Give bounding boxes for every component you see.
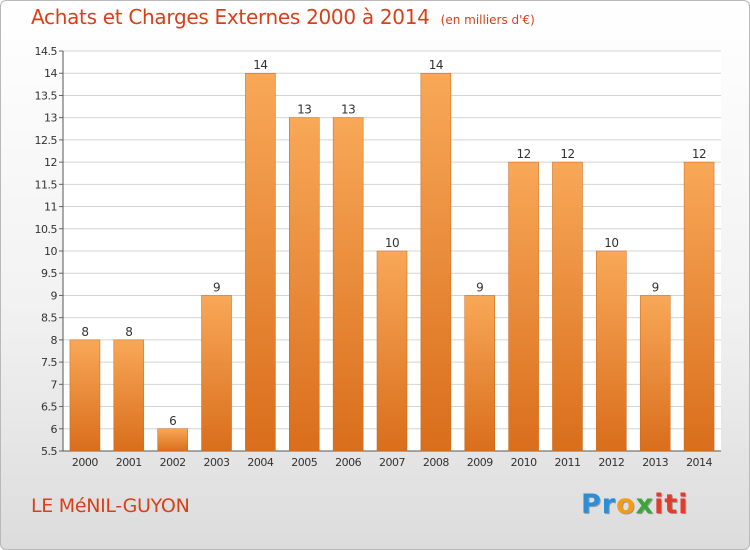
y-tick-label: 12.5	[35, 134, 58, 147]
logo-part: o	[616, 489, 636, 520]
logo-part: x	[635, 489, 655, 520]
x-tick-label: 2011	[554, 456, 580, 469]
y-tick-label: 7	[51, 378, 58, 391]
data-label: 12	[516, 147, 530, 161]
x-tick-label: 2013	[642, 456, 668, 469]
proxiti-logo: Proxiti	[581, 489, 689, 520]
y-tick-label: 13.5	[35, 89, 58, 102]
y-tick-label: 11	[44, 201, 57, 214]
y-tick-label: 11.5	[35, 178, 58, 191]
y-tick-label: 10.5	[35, 223, 58, 236]
bar	[113, 339, 145, 452]
y-tick-label: 10	[44, 245, 57, 258]
x-tick-label: 2005	[291, 456, 317, 469]
data-label: 12	[692, 147, 706, 161]
x-tick-label: 2008	[423, 456, 449, 469]
bar	[683, 161, 715, 452]
x-tick-label: 2009	[467, 456, 493, 469]
data-label: 8	[81, 325, 88, 339]
bar	[245, 72, 276, 452]
x-tick-label: 2004	[247, 456, 273, 469]
y-tick-label: 14	[44, 67, 57, 80]
x-tick-label: 2010	[511, 456, 537, 469]
bar	[157, 428, 188, 452]
x-tick-label: 2000	[72, 456, 98, 469]
data-label: 10	[385, 236, 399, 250]
bar	[376, 250, 408, 452]
y-tick-label: 13	[44, 112, 57, 125]
x-tick-label: 2007	[379, 456, 405, 469]
y-tick-label: 9	[51, 289, 58, 302]
bar	[201, 295, 232, 452]
y-tick-label: 14.5	[35, 45, 58, 58]
bar	[464, 295, 495, 452]
data-label: 14	[429, 58, 443, 72]
y-tick-label: 5.5	[41, 445, 57, 458]
x-tick-label: 2001	[116, 456, 142, 469]
bar	[596, 250, 627, 452]
chart-unit: (en milliers d'€)	[440, 13, 535, 27]
y-tick-label: 8.5	[41, 312, 57, 325]
bar	[552, 161, 583, 452]
bar	[69, 339, 101, 452]
y-tick-label: 6	[51, 423, 58, 436]
chart-title: Achats et Charges Externes 2000 à 2014	[31, 5, 430, 29]
data-label: 13	[297, 103, 311, 117]
logo-part: iti	[654, 489, 689, 520]
logo-part: Pr	[581, 489, 617, 520]
y-tick-label: 7.5	[41, 356, 57, 369]
data-label: 8	[125, 325, 132, 339]
data-label: 12	[560, 147, 574, 161]
chart-header: Achats et Charges Externes 2000 à 2014 (…	[31, 5, 535, 29]
bar	[420, 72, 452, 452]
data-label: 6	[169, 414, 176, 428]
x-tick-label: 2002	[160, 456, 186, 469]
y-tick-label: 9.5	[41, 267, 57, 280]
y-tick-label: 8	[51, 334, 58, 347]
data-label: 10	[604, 236, 618, 250]
data-label: 14	[253, 58, 267, 72]
bar	[639, 295, 671, 452]
bar	[289, 117, 320, 452]
x-tick-label: 2006	[335, 456, 361, 469]
data-label: 13	[341, 103, 355, 117]
x-tick-label: 2012	[598, 456, 624, 469]
bar	[332, 117, 364, 452]
bar	[508, 161, 539, 452]
data-label: 9	[476, 280, 483, 294]
x-tick-label: 2003	[204, 456, 230, 469]
data-label: 9	[652, 280, 659, 294]
y-tick-label: 12	[44, 156, 57, 169]
x-tick-label: 2014	[686, 456, 712, 469]
y-tick-label: 6.5	[41, 401, 57, 414]
commune-name: LE MéNIL-GUYON	[31, 495, 190, 517]
data-label: 9	[213, 280, 220, 294]
